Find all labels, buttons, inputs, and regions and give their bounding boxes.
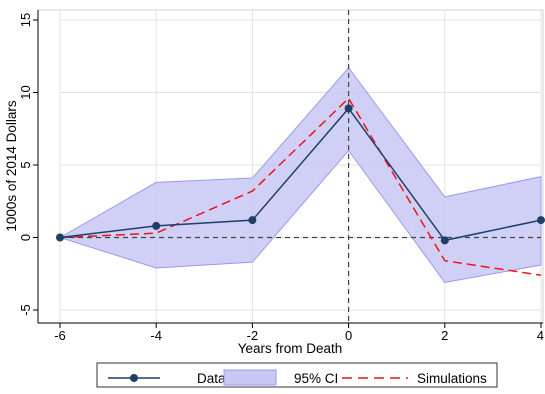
- x-axis-title: Years from Death: [238, 341, 343, 356]
- x-tick-label: 2: [441, 328, 448, 343]
- x-tick-label: -6: [54, 328, 66, 343]
- legend-data-marker: [130, 374, 138, 382]
- y-tick-label: -5: [18, 304, 33, 316]
- legend-frame: [96, 362, 498, 388]
- y-tick-label: 0: [18, 234, 33, 241]
- y-tick-label: 15: [18, 13, 33, 27]
- legend-ci-swatch: [223, 369, 277, 386]
- data-point: [56, 233, 64, 242]
- legend-label-ci: 95% CI: [294, 371, 338, 386]
- data-point: [152, 221, 161, 230]
- data-point: [344, 104, 353, 113]
- series-layer: [56, 97, 545, 276]
- y-axis-title: 1000s of 2014 Dollars: [4, 100, 19, 232]
- legend-label-simulations: Simulations: [417, 371, 487, 386]
- x-tick-label: -4: [150, 328, 162, 343]
- legend: Data 95% CI Simulations: [96, 362, 498, 388]
- data-line: [59, 107, 542, 242]
- x-tick-label: 4: [537, 328, 544, 343]
- y-tick-label: 5: [18, 161, 33, 168]
- x-tick-label: -2: [247, 328, 259, 343]
- data-point: [440, 236, 449, 245]
- data-point: [248, 216, 257, 225]
- simulations-line: [59, 97, 542, 276]
- data-point: [537, 216, 545, 225]
- x-tick-label: 0: [345, 328, 352, 343]
- y-tick-label: 10: [18, 85, 33, 99]
- axes: -5 0 5 10 15 -6 -4 -2 0 2 4: [18, 10, 544, 343]
- legend-label-data: Data: [197, 371, 226, 386]
